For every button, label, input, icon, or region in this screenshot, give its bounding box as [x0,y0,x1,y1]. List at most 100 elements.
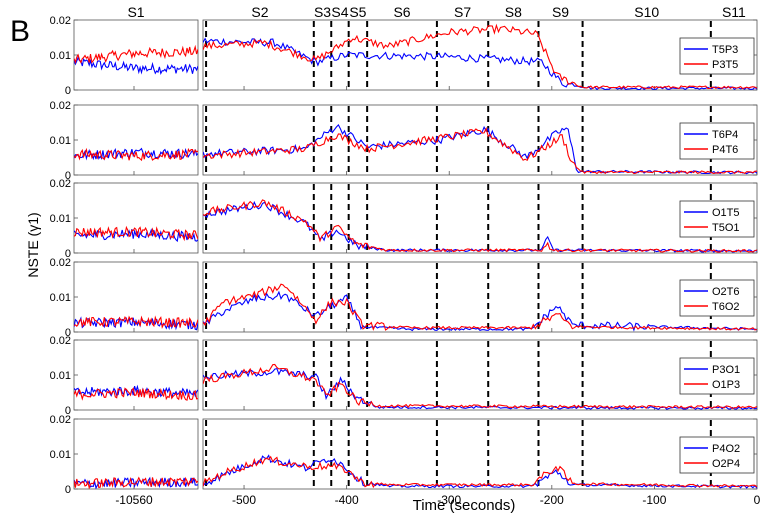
left-axes-frame [73,182,199,254]
segment-label: S7 [454,4,471,20]
legend-label: P3O1 [712,364,740,376]
right-axes-frame [202,261,758,333]
panel: 0 0.01 0.02 P3O1 O1P3 [50,335,758,417]
legend-label: P3T5 [712,59,738,71]
y-tick-label: 0 [65,405,71,417]
y-tick-label: 0.01 [50,213,71,225]
segment-label: S2 [251,4,268,20]
series-line [74,225,198,242]
legend: P3O1 O1P3 [679,357,755,395]
left-axes-frame [73,104,199,176]
series-line [74,387,198,401]
legend-label: T6O2 [712,301,740,313]
y-tick-label: 0.01 [50,50,71,62]
y-tick-label: 0.01 [50,292,71,304]
segment-label: S8 [505,4,522,20]
right-axes-frame [202,418,758,490]
legend-box [679,37,755,75]
x-tick-label: -400 [335,493,359,507]
legend-label: T6P4 [712,129,738,141]
series-line [203,200,757,253]
legend-label: P4O2 [712,443,740,455]
x-tick-label: -500 [232,493,256,507]
y-tick-label: 0.01 [50,370,71,382]
panels: 00.010.02T5P3P3T500.010.02T6P4P4T600.010… [50,15,761,507]
panel: 0 0.01 0.02 O2T6 T6O2 [50,257,758,339]
series-line [203,363,757,410]
segment-label: S5 [349,4,366,20]
segment-label: S4 [331,4,348,20]
legend: T6P4 P4T6 [679,122,755,160]
y-tick-label: 0.02 [50,414,71,426]
right-axes-frame [202,104,758,176]
legend: O1T5 T5O1 [679,200,755,238]
x-tick-label: -10560 [115,493,153,507]
x-tick-label: -300 [437,493,461,507]
segment-labels: S1 S2 S3 S4 S5 S6 S7 S8 S9 S10 S11 [127,4,746,20]
y-tick-label: 0 [65,85,71,97]
series-line [74,315,198,329]
x-tick-label: -100 [642,493,666,507]
legend-box [679,279,755,317]
left-axes-frame [73,19,199,91]
segment-label: S11 [722,4,746,20]
segment-label: S10 [634,4,659,20]
panel-label: B [10,15,30,48]
y-tick-label: 0.02 [50,15,71,27]
segment-label: S9 [552,4,569,20]
legend-box [679,122,755,160]
legend-box [679,200,755,238]
series-line [203,290,757,332]
legend-label: O2P4 [712,458,740,470]
series-line [203,123,757,175]
legend-label: T5P3 [712,44,738,56]
series-line [203,199,757,253]
x-tick-label: 0 [754,493,761,507]
series-line [74,316,198,331]
legend: T5P3 P3T5 [679,37,755,75]
series-line [74,384,198,400]
series-line [203,37,757,90]
y-tick-label: 0.02 [50,178,71,190]
segment-label: S1 [127,4,144,20]
panel: 0 0.01 0.02 P4O2 O2P4 -500 -400 -300 -200 -100 0 -1… [50,414,761,507]
y-tick-label: 0.01 [50,135,71,147]
y-axis-label: NSTE (γ1) [25,212,41,277]
legend-label: T5O1 [712,222,740,234]
series-line [74,147,198,162]
y-tick-label: 0 [65,170,71,182]
legend-box [679,357,755,395]
panel: 0 0.01 0.02 O1T5 T5O1 [50,178,758,260]
legend-label: O2T6 [712,286,740,298]
legend-label: O1T5 [712,207,740,219]
segment-label: S6 [393,4,410,20]
right-axes-frame [202,339,758,411]
legend-label: P4T6 [712,144,738,156]
series-line [74,476,198,489]
series-line [203,283,757,331]
x-tick-label: -200 [540,493,564,507]
y-tick-label: 0.02 [50,100,71,112]
series-line [74,56,198,76]
segment-label: S3 [314,4,331,20]
left-axes-frame [73,339,199,411]
y-tick-label: 0 [65,248,71,260]
y-tick-label: 0.02 [50,257,71,269]
series-line [203,126,757,175]
y-tick-label: 0.01 [50,449,71,461]
series-line [74,44,198,64]
legend-label: O1P3 [712,379,740,391]
right-axes-frame [202,182,758,254]
series-line [203,367,757,410]
panel: 0 0.01 0.02 T6P4 P4T6 [50,100,758,182]
series-line [203,455,757,489]
y-tick-label: 0 [65,484,71,496]
series-line [203,23,757,90]
y-tick-label: 0 [65,327,71,339]
legend: O2T6 T6O2 [679,279,755,317]
series-line [74,147,198,161]
panel: 0 0.01 0.02 T5P3 P3T5 [50,15,758,97]
y-tick-label: 0.02 [50,335,71,347]
legend: P4O2 O2P4 [679,436,755,474]
